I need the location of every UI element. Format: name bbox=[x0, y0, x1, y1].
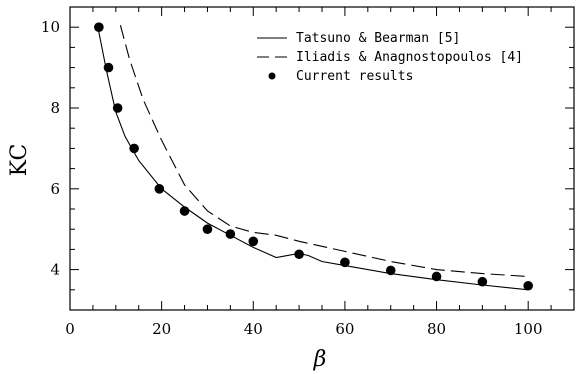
data-point bbox=[477, 276, 488, 287]
legend-label: Tatsuno & Bearman [5] bbox=[296, 31, 460, 46]
y-tick-label: 8 bbox=[50, 99, 60, 117]
data-point bbox=[103, 62, 114, 73]
x-tick-label: 20 bbox=[152, 320, 171, 338]
data-point bbox=[294, 249, 304, 260]
legend-label: Current results bbox=[296, 69, 413, 84]
y-tick-label: 6 bbox=[50, 180, 60, 198]
series-current-results bbox=[94, 22, 533, 291]
y-axis-title: KC bbox=[7, 144, 32, 177]
legend-marker bbox=[268, 72, 276, 80]
x-tick-label: 40 bbox=[244, 320, 263, 338]
data-point bbox=[225, 229, 236, 239]
data-point bbox=[179, 206, 190, 216]
x-tick-label: 0 bbox=[65, 320, 75, 338]
y-tick-label: 4 bbox=[50, 261, 60, 279]
x-tick-label: 80 bbox=[427, 320, 446, 338]
plot-series bbox=[94, 22, 533, 291]
data-point bbox=[340, 257, 350, 268]
x-axis-title: β bbox=[313, 347, 327, 372]
data-point bbox=[523, 280, 533, 291]
data-point bbox=[129, 143, 139, 154]
legend: Tatsuno & Bearman [5] Iliadis & Anagnosto… bbox=[257, 31, 523, 84]
series-line bbox=[119, 25, 529, 278]
data-point bbox=[248, 236, 259, 247]
x-tick-label: 100 bbox=[514, 320, 543, 338]
data-point bbox=[112, 103, 123, 113]
data-point bbox=[154, 184, 165, 194]
x-tick-label: 60 bbox=[335, 320, 354, 338]
data-point bbox=[202, 224, 213, 234]
y-tick-label: 10 bbox=[41, 18, 60, 36]
legend-label: Iliadis & Anagnostopoulos [4] bbox=[296, 50, 523, 65]
data-point bbox=[431, 271, 442, 282]
data-point bbox=[385, 265, 396, 276]
series-dashed-line bbox=[119, 25, 529, 278]
axes: 0 20 40 60 80 100 4 6 8 10 bbox=[41, 6, 575, 338]
data-point bbox=[94, 22, 104, 32]
